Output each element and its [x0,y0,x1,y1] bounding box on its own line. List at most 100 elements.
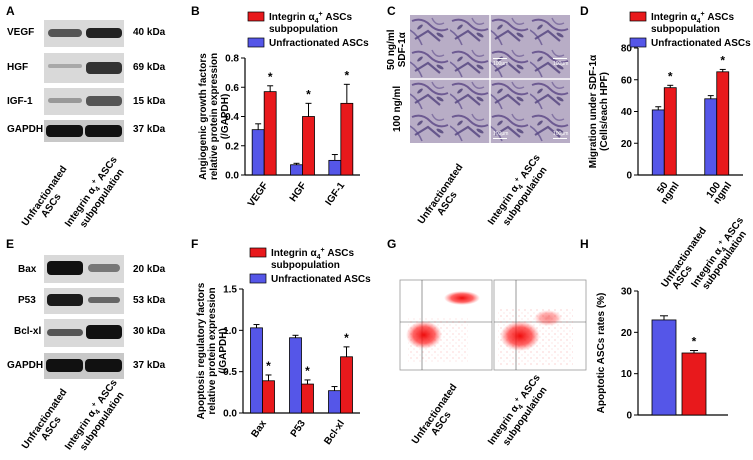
blot-strip [44,88,124,115]
blot-band [48,64,82,68]
significance-marker: * [306,87,311,101]
kda-label: 30 kDa [133,326,166,337]
blot-label: P53 [18,295,36,306]
blot-band [46,125,83,137]
kda-label: 53 kDa [133,295,166,306]
chart-d: 0 20 40 60 80 Migration under SDF-1α (Cells/ea… [588,11,751,206]
micrograph-panel [410,15,570,143]
y-axis-label: Apoptotic ASCs rates (%) [596,293,607,414]
significance-marker: * [344,68,349,82]
y-axis-label: (/GAPDH) [218,328,229,374]
significance-marker: * [266,359,271,373]
x-tick-label: Bax [249,418,269,440]
x-tick-label: HGF [288,180,309,204]
y-tick-label: 20 [621,328,633,339]
panel-label-e: E [6,237,15,251]
kda-label: 37 kDa [133,124,166,135]
bar-integrin [263,91,277,176]
y-axis-label: (Cells/each HPF) [599,72,610,151]
scale-bar-label: 100μm [493,61,509,67]
legend-swatch-unfractionated [629,37,647,48]
legend-label: Integrin α4+ ASCs [651,11,734,25]
panel-label-d: D [580,4,589,18]
flow-plots [399,279,587,371]
x-tick-label: P53 [289,418,308,439]
legend-swatch-integrin [247,11,265,22]
panel-label-b: B [191,4,200,18]
blot-label: GAPDH [7,360,44,371]
y-tick-label: 60 [621,75,633,86]
flow-plot-integrin [493,279,587,371]
blot-label: HGF [7,62,29,73]
kda-label: 69 kDa [133,62,166,73]
blot-strip [44,288,124,314]
blot-label: IGF-1 [7,96,33,107]
blot-strip [44,319,124,347]
blot-band [86,325,122,339]
bar-integrin [663,87,677,176]
scale-bar [553,58,567,59]
scale-bar-label: 100μm [553,61,569,67]
blot-strip [44,53,124,83]
y-tick-label: 10 [621,369,633,380]
kda-label: 20 kDa [133,264,166,275]
y-axis-label: Angiogenic growth factors [198,53,209,180]
significance-marker: * [668,69,673,83]
blot-band [85,125,122,137]
column-label-unfractionated: Unfractionated ASCs [410,382,460,447]
legend-label: Unfractionated ASCs [651,38,751,49]
blot-band [86,96,122,106]
panel-label-g: G [387,237,397,251]
blot-band [48,98,82,103]
blot-band [86,28,122,38]
column-label-integrin: Integrin α4+ ASCs subpopulation [486,152,550,228]
legend-label: Unfractionated ASCs [269,38,369,49]
bar-integrin [302,116,315,176]
legend-swatch-integrin [629,11,647,22]
y-tick-label: 80 [621,44,633,55]
bar-unfractionated [251,129,265,176]
kda-label: 40 kDa [133,27,166,38]
panel-label-h: H [580,237,589,251]
y-tick-label: 0.2 [225,141,239,152]
lane-label-integrin: Integrin α4+ ASCs subpopulation [63,377,127,453]
panel-label-c: C [387,4,396,18]
blot-label: GAPDH [7,124,44,135]
y-tick-label: 0.5 [223,367,237,378]
y-tick-label: 1.0 [223,326,237,337]
blot-band [88,297,120,303]
significance-marker: * [344,331,349,345]
blot-strip [44,120,124,142]
bar-integrin [681,352,707,416]
blot-label: VEGF [7,27,35,38]
bar-unfractionated [328,159,342,176]
legend-label: Unfractionated ASCs [271,274,371,285]
bar-integrin [716,71,730,176]
bar-integrin [340,356,353,414]
panel-label-a: A [6,4,15,18]
y-axis-label: Apoptosis regulatory factors [196,282,207,419]
blot-strip [44,255,124,283]
column-label-integrin: Integrin α4+ ASCs subpopulation [486,372,550,448]
scale-bar-label: 100μm [553,131,569,137]
bar-integrin [340,102,354,176]
y-tick-label: 0.8 [225,54,239,65]
bar-integrin [262,380,275,414]
y-tick-label: 0.4 [225,112,239,123]
legend-swatch-unfractionated [249,273,267,284]
blot-strip [44,353,124,379]
y-tick-label: 0 [626,411,632,422]
x-tick-label: VEGF [246,180,271,209]
y-tick-label: 0.0 [225,171,239,182]
legend-label: subpopulation [651,24,720,35]
y-tick-label: 0.0 [223,409,237,420]
bar-unfractionated [289,337,302,414]
significance-marker: * [305,364,310,378]
blot-band [85,359,122,372]
y-tick-label: 20 [621,139,633,150]
scale-bar [493,138,507,139]
y-axis-label: (/GAPDH) [220,94,231,140]
blot-label: Bax [18,264,37,275]
blot-band [47,329,83,336]
